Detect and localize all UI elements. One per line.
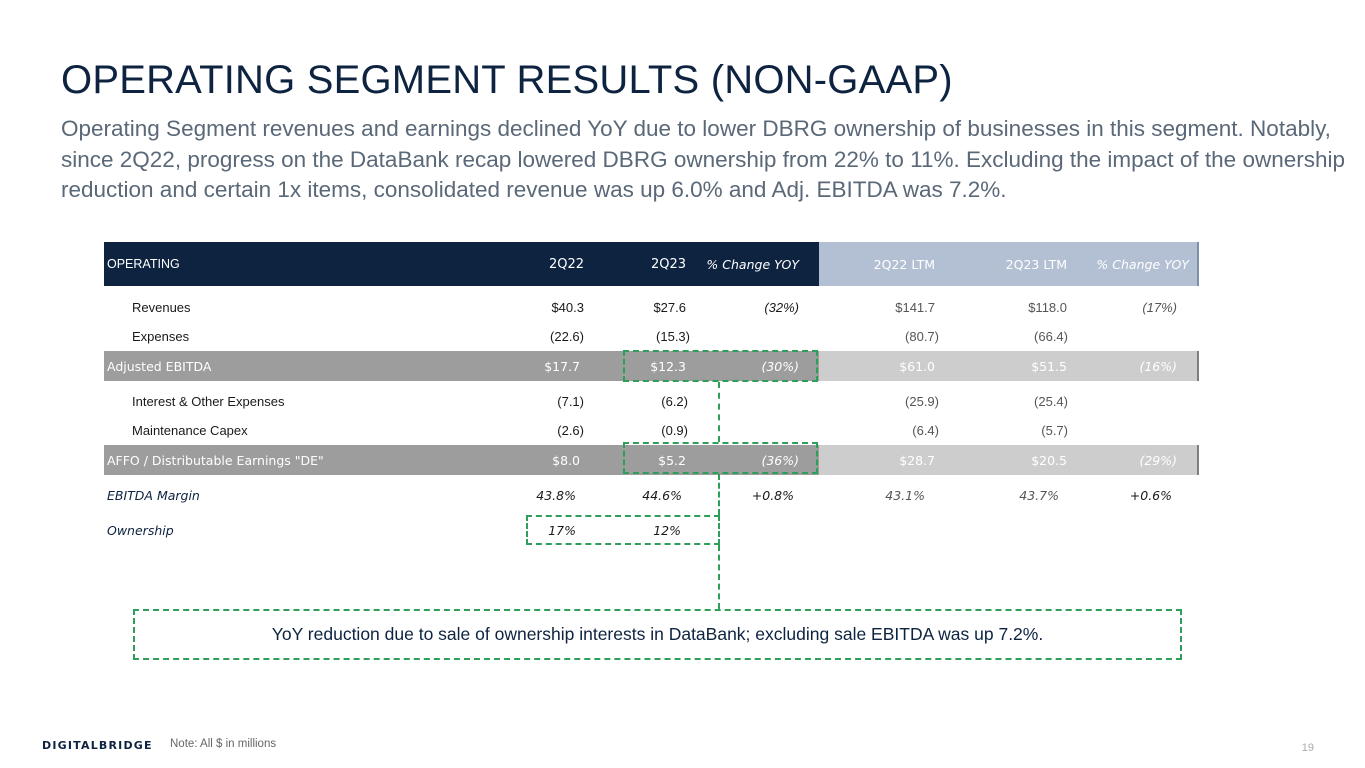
header-2q23: 2Q23 (650, 256, 686, 272)
row-label: EBITDA Margin (107, 487, 200, 503)
cell-2q23-ltm: 43.7% (1019, 487, 1059, 503)
row-label: Revenues (132, 299, 191, 315)
table-row-adjusted-ebitda: Adjusted EBITDA $17.7 $12.3 (30%) $61.0 … (104, 351, 1199, 381)
cell-2q23: (0.9) (661, 422, 688, 438)
page-subtitle: Operating Segment revenues and earnings … (61, 116, 1346, 202)
cell-2q23: $12.3 (650, 358, 686, 374)
cell-2q23-ltm: (25.4) (1034, 393, 1068, 409)
page-number: 19 (1301, 742, 1314, 754)
table-row-affo: AFFO / Distributable Earnings "DE" $8.0 … (104, 445, 1199, 475)
highlight-ownership-box (526, 515, 720, 545)
cell-2q22-ltm: (6.4) (912, 422, 939, 438)
cell-2q23: (15.3) (656, 328, 690, 344)
cell-2q22: 17% (548, 522, 576, 538)
cell-2q23: 12% (653, 522, 681, 538)
callout-box: YoY reduction due to sale of ownership i… (133, 609, 1182, 660)
cell-2q23-ltm: (66.4) (1034, 328, 1068, 344)
header-2q22-ltm: 2Q22 LTM (873, 256, 935, 272)
cell-2q22: $40.3 (551, 299, 584, 315)
cell-2q22: $8.0 (552, 452, 580, 468)
connector-line-upper (718, 382, 720, 442)
cell-2q22: (2.6) (557, 422, 584, 438)
cell-pct-change: (30%) (761, 358, 799, 374)
cell-2q23: $5.2 (658, 452, 686, 468)
row-label: Interest & Other Expenses (132, 393, 285, 409)
cell-2q23-ltm: $118.0 (1028, 299, 1067, 315)
header-ltm-pct-change: % Change YOY (1096, 256, 1189, 272)
footnote: Note: All $ in millions (170, 738, 277, 750)
cell-2q22-ltm: $61.0 (899, 358, 935, 374)
table-row-revenues: Revenues $40.3 $27.6 (32%) $141.7 $118.0… (104, 292, 1199, 322)
row-label: AFFO / Distributable Earnings "DE" (107, 452, 324, 468)
highlight-affo-box (623, 442, 818, 474)
cell-2q22-ltm: $141.7 (895, 299, 935, 315)
header-pct-change: % Change YOY (706, 256, 799, 272)
cell-2q23-ltm: $20.5 (1031, 452, 1067, 468)
row-label: Ownership (107, 522, 174, 538)
cell-2q22: $17.7 (544, 358, 580, 374)
table-row-ebitda-margin: EBITDA Margin 43.8% 44.6% +0.8% 43.1% 43… (104, 480, 1199, 510)
table-row-maintenance-capex: Maintenance Capex (2.6) (0.9) (6.4) (5.7… (104, 415, 1199, 445)
row-label: Adjusted EBITDA (107, 358, 212, 374)
digitalbridge-logo: DIGITALBRIDGE (42, 739, 153, 752)
table-row-interest: Interest & Other Expenses (7.1) (6.2) (2… (104, 386, 1199, 416)
cell-2q22: (22.6) (550, 328, 584, 344)
row-label: Expenses (132, 328, 190, 344)
connector-line-middle (718, 474, 720, 515)
cell-pct-change: +0.8% (751, 487, 794, 503)
cell-ltm-pct-change: (17%) (1142, 299, 1177, 315)
row-label: Maintenance Capex (132, 422, 248, 438)
cell-2q23: (6.2) (661, 393, 688, 409)
table-row-expenses: Expenses (22.6) (15.3) (80.7) (66.4) (104, 321, 1199, 351)
cell-ltm-pct-change: (29%) (1139, 452, 1177, 468)
header-operating: OPERATING (107, 257, 180, 271)
cell-2q23-ltm: $51.5 (1031, 358, 1067, 374)
callout-text: YoY reduction due to sale of ownership i… (271, 624, 1044, 644)
header-2q22: 2Q22 (548, 256, 584, 272)
cell-2q22-ltm: $28.7 (899, 452, 935, 468)
cell-2q22: (7.1) (557, 393, 584, 409)
cell-ltm-pct-change: +0.6% (1129, 487, 1172, 503)
cell-2q23: $27.6 (653, 299, 686, 315)
cell-2q23: 44.6% (642, 487, 682, 503)
table-header-row: OPERATING 2Q22 2Q23 % Change YOY 2Q22 LT… (104, 242, 1199, 286)
cell-pct-change: (32%) (764, 299, 799, 315)
cell-2q22-ltm: (25.9) (905, 393, 939, 409)
table-row-ownership: Ownership 17% 12% (104, 515, 1199, 545)
cell-2q22: 43.8% (536, 487, 576, 503)
cell-ltm-pct-change: (16%) (1139, 358, 1177, 374)
cell-2q22-ltm: 43.1% (885, 487, 925, 503)
cell-pct-change: (36%) (761, 452, 799, 468)
cell-2q23-ltm: (5.7) (1041, 422, 1068, 438)
header-2q23-ltm: 2Q23 LTM (1005, 256, 1067, 272)
page-title: OPERATING SEGMENT RESULTS (NON-GAAP) (61, 58, 953, 102)
highlight-adjusted-ebitda-box (623, 350, 818, 382)
cell-2q22-ltm: (80.7) (905, 328, 939, 344)
connector-line-lower (718, 545, 720, 609)
